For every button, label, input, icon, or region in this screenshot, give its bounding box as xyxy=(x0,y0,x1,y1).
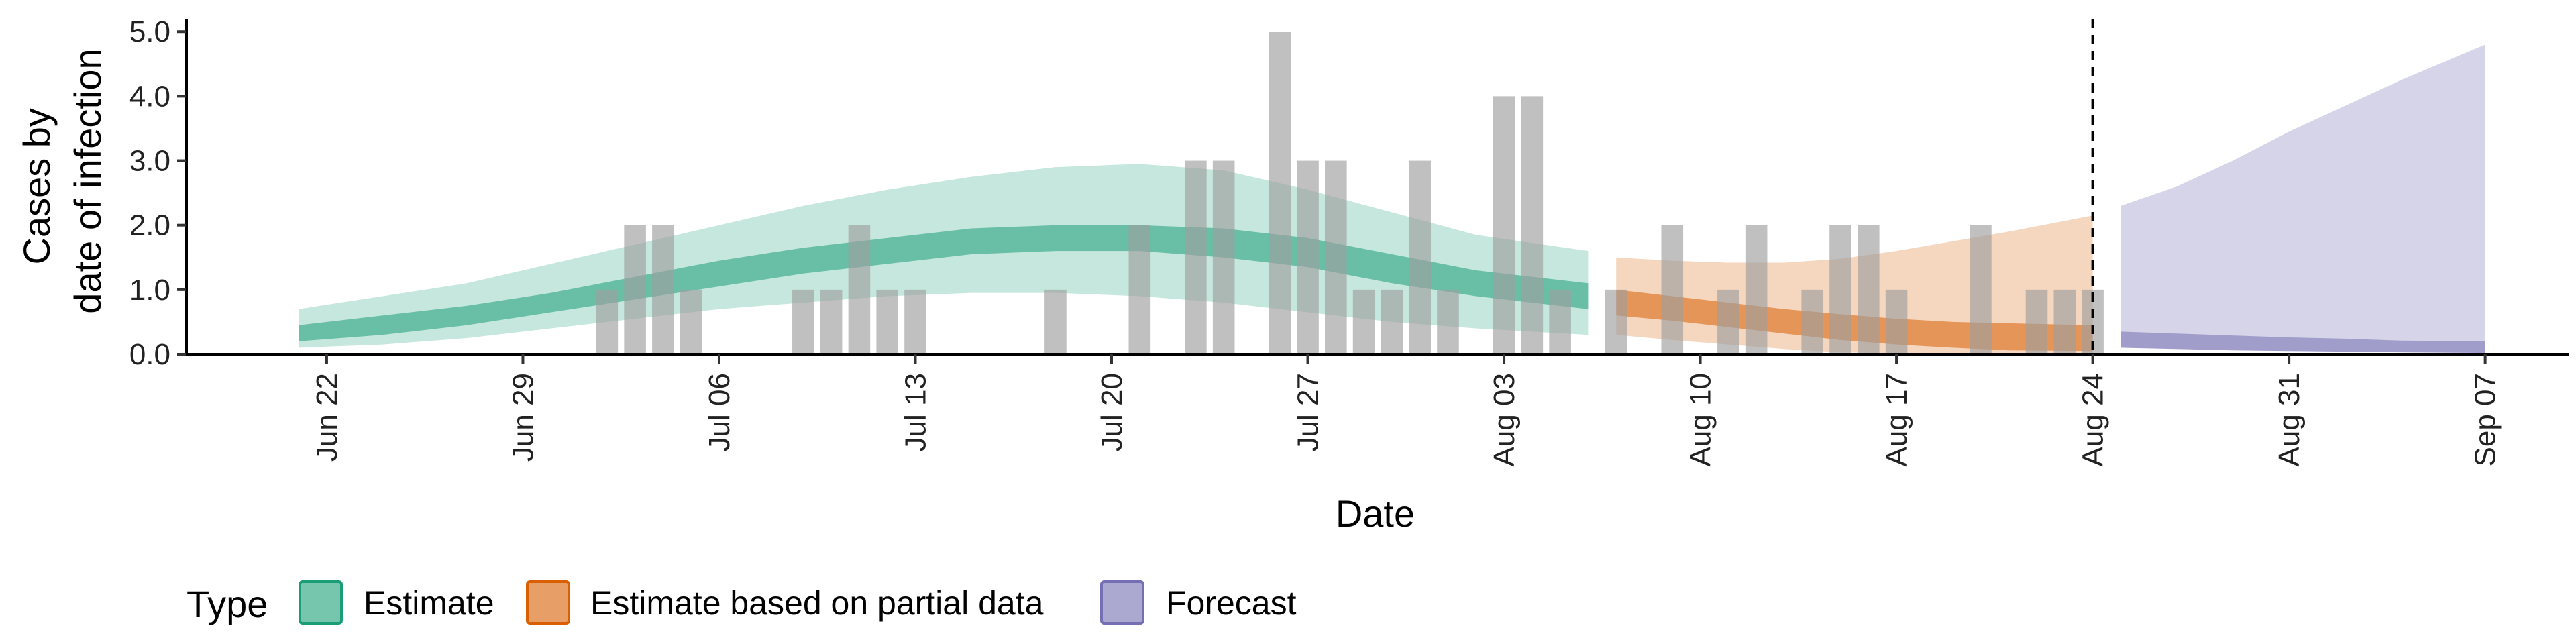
case-bar xyxy=(904,289,926,354)
case-bar xyxy=(1493,96,1515,354)
case-bar xyxy=(1381,289,1403,354)
legend-key-estimate xyxy=(299,580,343,625)
x-axis-title: Date xyxy=(1336,492,1415,535)
x-tick-label: Aug 10 xyxy=(1684,373,1717,466)
legend-label-partial: Estimate based on partial data xyxy=(590,584,1044,622)
x-tick-label: Jul 27 xyxy=(1292,373,1325,451)
x-axis-ticks: Jun 22 Jun 29 Jul 06 Jul 13 Jul 20 Jul 27 Aug … xyxy=(311,354,2502,466)
case-bar xyxy=(596,289,619,354)
case-bar xyxy=(1605,289,1627,354)
legend-item-partial: Estimate based on partial data xyxy=(526,580,1044,625)
case-bar xyxy=(624,225,646,354)
x-tick-label: Aug 31 xyxy=(2273,373,2306,466)
x-tick-label: Aug 24 xyxy=(2077,373,2110,466)
x-tick-label: Jul 06 xyxy=(703,373,736,451)
case-bar xyxy=(1297,160,1319,355)
x-tick-label: Jul 13 xyxy=(899,373,932,451)
case-bar xyxy=(1212,160,1235,355)
x-tick-label: Jul 20 xyxy=(1095,373,1128,451)
axes xyxy=(185,19,2569,356)
y-tick-label: 2.0 xyxy=(129,209,170,242)
case-bar xyxy=(1269,32,1291,354)
legend-key-forecast xyxy=(1100,580,1144,625)
y-tick-label: 1.0 xyxy=(129,274,170,307)
y-axis-title: Cases by date of infection xyxy=(15,48,109,313)
case-bar xyxy=(652,225,674,354)
case-bar xyxy=(1661,225,1684,354)
legend-item-estimate: Estimate xyxy=(299,580,494,625)
estimate-inner-band xyxy=(299,225,1589,341)
y-tick-label: 3.0 xyxy=(129,145,170,178)
case-bar xyxy=(820,289,843,354)
y-tick-label: 5.0 xyxy=(129,15,170,48)
legend: Type Estimate Estimate based on partial … xyxy=(186,580,1297,625)
forecast-outer-band xyxy=(2121,44,2485,354)
x-tick-label: Jun 22 xyxy=(311,373,343,462)
legend-key-partial xyxy=(526,580,570,625)
case-bar xyxy=(1325,160,1347,355)
case-bar xyxy=(1857,225,1880,354)
case-bar xyxy=(1970,225,1992,354)
case-bar xyxy=(876,289,899,354)
y-axis-title-line-2: date of infection xyxy=(66,48,109,313)
legend-label-forecast: Forecast xyxy=(1166,584,1297,622)
legend-item-forecast: Forecast xyxy=(1100,580,1297,625)
case-bar xyxy=(1437,289,1459,354)
case-bar xyxy=(1745,225,1768,354)
case-bar xyxy=(1352,289,1375,354)
case-bar xyxy=(1185,160,1207,355)
x-tick-label: Jun 29 xyxy=(506,373,539,462)
case-bar xyxy=(1717,289,1739,354)
case-bar xyxy=(848,225,871,354)
legend-title: Type xyxy=(186,583,268,625)
case-bar xyxy=(1885,289,1908,354)
case-bar xyxy=(1801,289,1824,354)
x-tick-label: Sep 07 xyxy=(2469,373,2502,466)
case-bar xyxy=(1549,289,1571,354)
case-bar xyxy=(1128,225,1151,354)
y-tick-label: 0.0 xyxy=(129,338,170,371)
case-bar xyxy=(2025,289,2048,354)
observed-cases-bars xyxy=(596,32,2104,355)
case-bar xyxy=(2053,289,2076,354)
case-bar xyxy=(1409,160,1431,355)
x-tick-label: Aug 03 xyxy=(1488,373,1521,466)
case-bar xyxy=(1521,96,1544,354)
legend-label-estimate: Estimate xyxy=(364,584,494,622)
y-axis-ticks: 0.0 1.0 2.0 3.0 4.0 5.0 xyxy=(129,15,186,371)
case-bar xyxy=(1044,289,1067,354)
forecast-inner-band xyxy=(2121,331,2485,354)
y-tick-label: 4.0 xyxy=(129,80,170,113)
y-axis-title-line-1: Cases by xyxy=(15,108,58,264)
case-bar xyxy=(1829,225,1851,354)
case-bar xyxy=(680,289,702,354)
case-bar xyxy=(792,289,814,354)
x-tick-label: Aug 17 xyxy=(1880,373,1913,466)
